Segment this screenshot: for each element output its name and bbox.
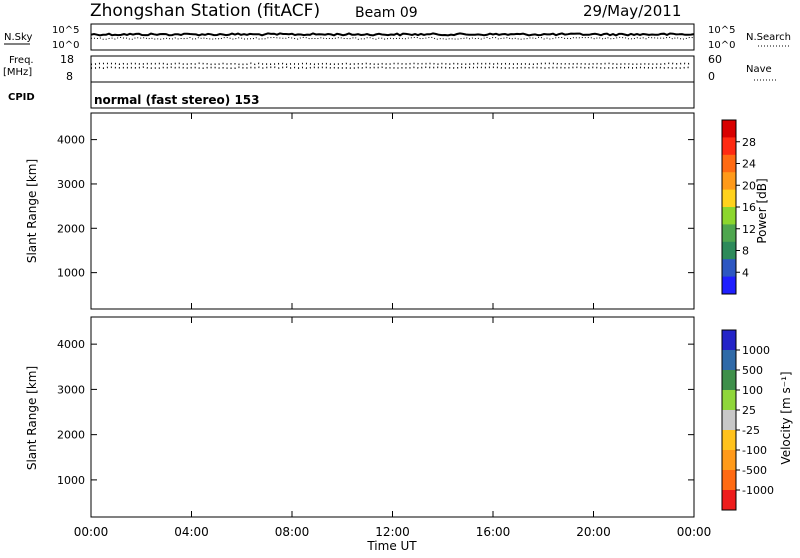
beam-label: Beam 09: [355, 5, 418, 21]
noise-search-trace: [91, 37, 694, 39]
freq-left-tick-top: 18: [60, 53, 74, 66]
freq-left-label: Freq.: [9, 55, 34, 66]
noise-left-tick-top: 10^5: [52, 25, 79, 36]
nave-trace: [91, 63, 691, 64]
nave-right-label: Nave: [746, 64, 772, 75]
cpid-mode: normal (fast stereo) 153: [94, 93, 260, 107]
cpid-label: CPID: [8, 92, 35, 103]
noise-left-label: N.Sky: [4, 32, 32, 43]
noise-right-label: N.Search: [746, 32, 791, 43]
date-label: 29/May/2011: [583, 2, 681, 20]
noise-right-tick-top: 10^5: [708, 25, 735, 36]
freq-left-unit: [MHz]: [3, 67, 32, 78]
frequency-panel: Freq. [MHz] 18 8 60 0 Nave: [3, 53, 776, 83]
station-title: Zhongshan Station (fitACF): [90, 1, 320, 21]
noise-panel-frame: [91, 24, 694, 50]
frequency-panel-frame: [91, 56, 694, 82]
noise-left-tick-bottom: 10^0: [52, 40, 79, 51]
noise-right-tick-bottom: 10^0: [708, 40, 735, 51]
freq-left-tick-bottom: 8: [66, 70, 73, 83]
freq-trace: [91, 67, 691, 68]
nave-right-tick-top: 60: [708, 53, 722, 66]
cpid-panel: CPID normal (fast stereo) 153: [8, 82, 694, 108]
noise-sky-trace: [91, 33, 694, 35]
nave-right-tick-bottom: 0: [708, 70, 715, 83]
noise-panel: N.Sky 10^5 10^0 10^5 10^0 N.Search: [4, 24, 791, 51]
